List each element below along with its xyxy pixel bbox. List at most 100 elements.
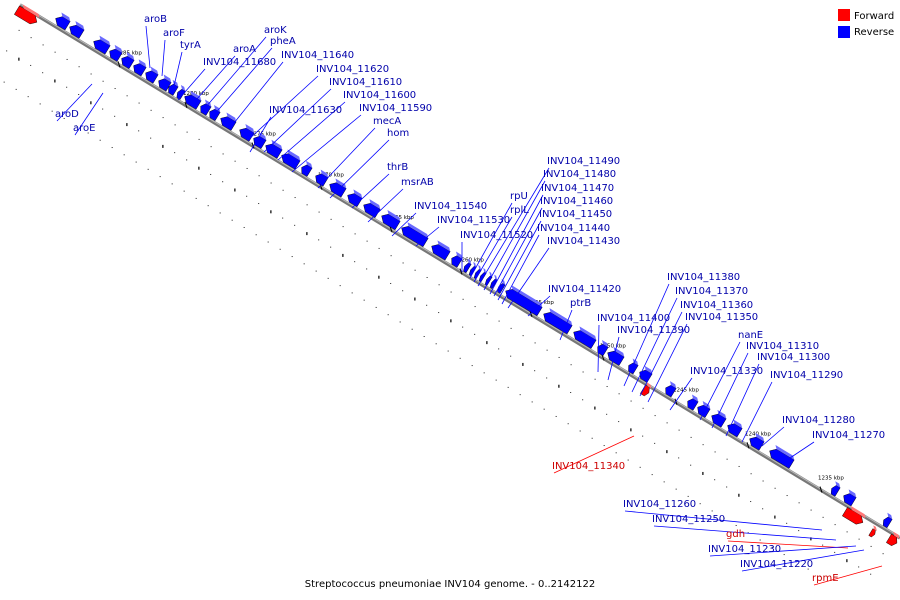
reverse-gene-arrow [573,326,597,349]
track-dot [426,304,428,306]
gene-label-inv104_11600: INV104_11600 [343,90,416,101]
track-dot [390,255,392,257]
track-dot [459,357,461,359]
track-dot [447,350,449,352]
reverse-gene-arrow [431,240,451,261]
track-dot [399,321,401,323]
gene-label-inv104_11380: INV104_11380 [667,272,740,283]
leader-line [247,75,319,141]
track-dot [90,101,92,105]
track-dot [690,464,692,466]
track-dot [870,545,872,547]
track-dot [246,167,248,169]
track-dot [294,197,296,199]
gene-label-inv104_11610: INV104_11610 [329,77,402,88]
track-dot [63,117,65,119]
track-dot [846,531,848,533]
track-dot [111,147,113,149]
track-dot [426,276,428,278]
track-dot [42,44,44,46]
gene-label-rpll: rplL [510,205,529,216]
reverse-gene-arrow [463,258,472,274]
leader-line [483,180,546,291]
axis-tick-label: 1260 kbp [458,258,484,264]
track-dot [810,537,812,541]
track-dot [75,125,77,127]
track-dot [234,160,236,162]
track-dot [630,400,632,402]
track-dot [822,544,824,546]
forward-gene-arrow [640,382,652,397]
reverse-gene-arrow [727,419,743,438]
axis-tick [251,142,255,149]
gene-label-rpu: rpU [510,191,528,202]
gene-label-inv104_11480: INV104_11480 [543,169,616,180]
reverse-gene-arrow [209,104,221,122]
leader-line [177,68,206,101]
reverse-gene-arrow [133,59,147,77]
track-dot [303,263,305,265]
reverse-gene-arrow [843,489,857,507]
track-dot [714,451,716,453]
reverse-gene-arrow [55,12,71,31]
track-dot [630,428,632,432]
track-dot [735,524,737,526]
gene-label-arob: aroB [144,14,167,25]
track-dot [411,328,413,330]
track-dot [267,241,269,243]
track-dot [858,566,860,568]
track-dot [315,270,317,272]
track-dot [531,401,533,403]
gene-label-inv104_11440: INV104_11440 [537,223,610,234]
reverse-gene-arrow [121,52,135,69]
gene-label-arok: aroK [264,25,287,36]
track-dot [342,253,344,257]
track-dot [567,423,569,425]
gene-features [14,4,900,546]
leader-line [469,202,513,279]
track-dot [162,117,164,119]
leader-line [145,25,151,69]
gene-label-meca: mecA [373,116,401,127]
reverse-gene-arrow [301,160,313,177]
track-dot [606,413,608,415]
track-dot [78,94,80,96]
track-dot [723,517,725,519]
gene-label-aroe: aroE [73,123,95,134]
leader-line [741,549,865,572]
track-dot [654,415,656,417]
track-dot [786,495,788,497]
track-dot [450,291,452,293]
track-dot [663,481,665,483]
track-dot [138,130,140,132]
track-dot [147,168,149,170]
reverse-gene-arrow [597,339,609,357]
track-dot [99,139,101,141]
leader-line [669,377,693,411]
gene-label-msrab: msrAB [401,177,434,188]
track-dot [750,501,752,503]
leader-line [74,92,104,136]
leader-line [212,47,273,117]
reverse-gene-arrow [93,35,111,55]
legend: Forward Reverse [838,9,894,38]
track-dot [594,406,596,410]
leader-line [631,297,678,393]
reverse-gene-arrow [347,189,363,208]
reverse-gene-arrow [543,308,573,335]
track-dot [243,226,245,228]
gene-label-inv104_11470: INV104_11470 [541,183,614,194]
track-dot [786,522,788,524]
track-dot [498,348,500,350]
reverse-gene-arrow [220,112,237,131]
track-dot [522,335,524,337]
track-dot [483,372,485,374]
track-dot [6,50,8,52]
axis-tick-label: 1270 kbp [318,173,344,179]
reverse-gene-arrow [769,445,795,469]
leader-line [597,324,600,373]
track-dot [462,326,464,328]
leader-line [813,565,883,586]
track-dot [366,240,368,242]
track-dot [486,341,488,345]
